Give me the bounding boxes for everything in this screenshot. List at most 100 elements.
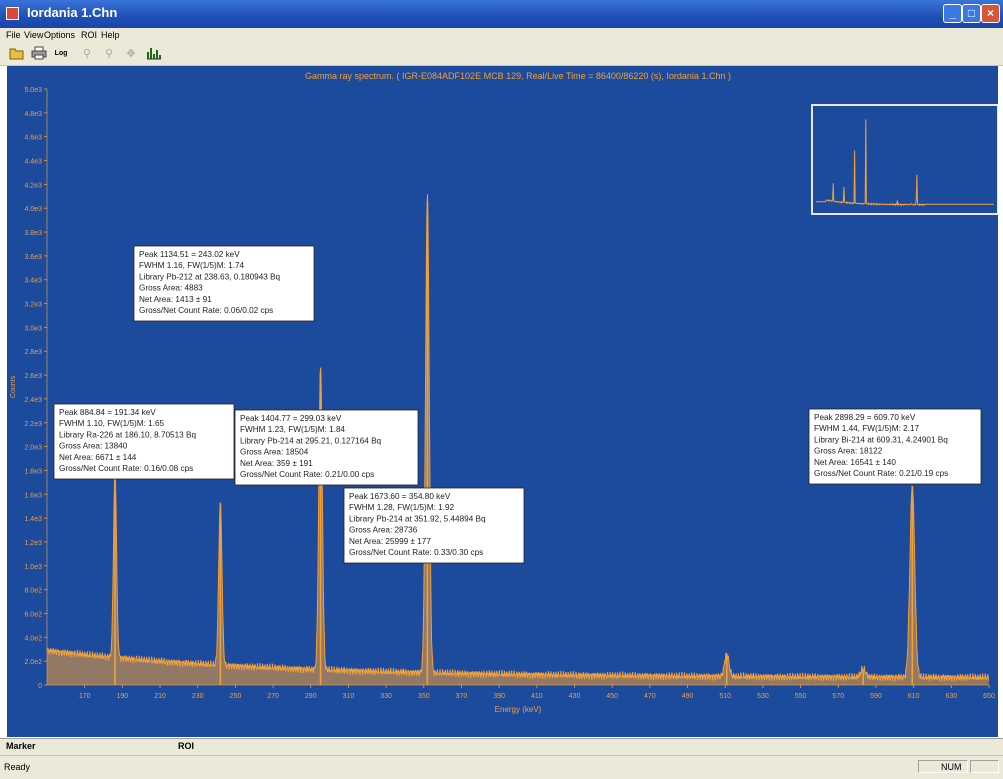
log-scale-button[interactable]: Log <box>54 50 68 57</box>
peak-label-line: Net Area: 16541 ± 140 <box>814 458 896 467</box>
spectrum-chart[interactable]: Gamma ray spectrum. ( IGR-E084ADF102E MC… <box>7 66 999 737</box>
x-tick-label: 190 <box>117 693 129 700</box>
x-tick-label: 490 <box>682 693 694 700</box>
peak-label-line: FWHM 1.23, FW(1/5)M: 1.84 <box>240 425 346 434</box>
y-tick-label: 4.6e3 <box>24 135 42 142</box>
peak-label-box: Peak 1134.51 = 243.02 keV FWHM 1.16, FW(1… <box>133 245 315 322</box>
window-title: Iordania 1.Chn <box>27 5 118 20</box>
y-tick-label: 3.4e3 <box>24 278 42 285</box>
spectrum-line <box>46 194 989 682</box>
zoom-out-icon[interactable]: ⚲ <box>104 48 114 60</box>
info-bar: Marker ROI <box>0 738 1003 755</box>
chart-title: Gamma ray spectrum. ( IGR-E084ADF102E MC… <box>305 71 731 81</box>
peak-label-background <box>53 403 235 480</box>
status-bar: Ready NUM <box>0 755 1003 779</box>
y-axis-label: Counts <box>10 375 17 398</box>
maximize-button[interactable]: □ <box>962 4 981 23</box>
x-tick-label: 290 <box>305 693 317 700</box>
y-tick-label: 1.0e3 <box>24 564 42 571</box>
peak-label-line: Gross Area: 28736 <box>349 526 418 535</box>
x-tick-label: 450 <box>606 693 618 700</box>
num-lock-indicator: NUM <box>918 760 968 773</box>
y-tick-label: 3.8e3 <box>24 230 42 237</box>
y-tick-label: 2.8e3 <box>24 349 42 356</box>
peak-label-line: Library Pb-214 at 295.21, 0.127164 Bq <box>240 436 382 445</box>
peak-label-line: Gross Area: 13840 <box>59 442 128 451</box>
peak-label-line: Gross Area: 4883 <box>139 284 203 293</box>
peak-label-box: Peak 1404.77 = 299.03 keV FWHM 1.23, FW(1… <box>234 409 419 486</box>
roi-label: ROI <box>178 741 195 751</box>
y-tick-label: 4.4e3 <box>24 159 42 166</box>
title-bar: Iordania 1.Chn _ □ × <box>0 0 1003 28</box>
y-tick-label: 2.6e3 <box>24 373 42 380</box>
y-tick-label: 6.0e2 <box>24 611 42 618</box>
y-tick-label: 2.2e3 <box>24 421 42 428</box>
x-tick-label: 370 <box>456 693 468 700</box>
peak-label-line: FWHM 1.44, FW(1/5)M: 2.17 <box>814 424 920 433</box>
peak-label-background <box>808 408 982 485</box>
peak-info-icon[interactable] <box>146 46 162 62</box>
minimize-button[interactable]: _ <box>943 4 962 23</box>
y-tick-label: 1.4e3 <box>24 516 42 523</box>
x-tick-label: 630 <box>945 693 957 700</box>
y-tick-label: 1.2e3 <box>24 540 42 547</box>
status-text: Ready <box>4 762 31 772</box>
x-tick-label: 610 <box>908 693 920 700</box>
peak-label-line: Gross Area: 18504 <box>240 448 309 457</box>
x-tick-label: 170 <box>79 693 91 700</box>
center-icon[interactable]: ✥ <box>126 48 136 60</box>
x-tick-label: 230 <box>192 693 204 700</box>
chart-background <box>7 66 998 737</box>
peak-label-line: Library Bi-214 at 609.31, 4.24901 Bq <box>814 435 948 444</box>
x-tick-label: 390 <box>493 693 505 700</box>
peak-label-line: FWHM 1.28, FW(1/5)M: 1.92 <box>349 503 455 512</box>
menu-roi[interactable]: ROI <box>81 30 98 40</box>
peak-label-background <box>234 409 419 486</box>
peak-label-line: Gross Area: 18122 <box>814 447 883 456</box>
x-tick-label: 550 <box>795 693 807 700</box>
peak-label-line: FWHM 1.10, FW(1/5)M: 1.65 <box>59 419 165 428</box>
peak-label-background <box>343 487 525 564</box>
x-tick-label: 350 <box>418 693 430 700</box>
peak-label-line: Library Pb-212 at 238.63, 0.180943 Bq <box>139 272 281 281</box>
status-panel-empty <box>970 760 999 773</box>
peak-label-box: Peak 2898.29 = 609.70 keV FWHM 1.44, FW(1… <box>808 408 982 485</box>
y-tick-label: 1.6e3 <box>24 492 42 499</box>
y-tick-label: 2.0e3 <box>24 445 42 452</box>
peak-label-box: Peak 1673.60 = 354.80 keV FWHM 1.28, FW(1… <box>343 487 525 564</box>
x-tick-label: 650 <box>983 693 995 700</box>
x-tick-label: 310 <box>343 693 355 700</box>
menu-help[interactable]: Help <box>101 30 120 40</box>
y-tick-label: 1.8e3 <box>24 468 42 475</box>
y-tick-label: 0 <box>38 683 42 690</box>
peak-label-line: Library Pb-214 at 351.92, 5.44894 Bq <box>349 514 486 523</box>
close-button[interactable]: × <box>981 4 1000 23</box>
menu-view[interactable]: View <box>24 30 44 40</box>
peak-label-line: Peak 1404.77 = 299.03 keV <box>240 414 342 423</box>
menu-options[interactable]: Options <box>44 30 76 40</box>
peak-label-line: Gross/Net Count Rate: 0.21/0.19 cps <box>814 469 948 478</box>
peak-label-line: Gross/Net Count Rate: 0.06/0.02 cps <box>139 306 273 315</box>
peak-label-line: FWHM 1.16, FW(1/5)M: 1.74 <box>139 261 245 270</box>
y-tick-label: 3.2e3 <box>24 302 42 309</box>
open-folder-icon[interactable] <box>9 46 25 62</box>
y-tick-label: 4.0e2 <box>24 635 42 642</box>
menu-bar: File View Options ROI Help <box>0 28 1003 43</box>
y-tick-label: 4.8e3 <box>24 111 42 118</box>
y-tick-label: 2.0e2 <box>24 659 42 666</box>
y-tick-label: 2.4e3 <box>24 397 42 404</box>
peak-label-line: Peak 1134.51 = 243.02 keV <box>139 250 240 259</box>
spectrum-chart-container: Gamma ray spectrum. ( IGR-E084ADF102E MC… <box>7 66 999 737</box>
zoom-in-icon[interactable]: ⚲ <box>82 48 92 60</box>
menu-file[interactable]: File <box>6 30 21 40</box>
y-tick-label: 4.2e3 <box>24 182 42 189</box>
peak-label-line: Net Area: 359 ± 191 <box>240 459 313 468</box>
peak-label-line: Peak 2898.29 = 609.70 keV <box>814 413 916 422</box>
peak-label-line: Gross/Net Count Rate: 0.21/0.00 cps <box>240 470 374 479</box>
x-tick-label: 430 <box>569 693 581 700</box>
peak-label-line: Gross/Net Count Rate: 0.16/0.08 cps <box>59 464 193 473</box>
peak-label-box: Peak 884.84 = 191.34 keV FWHM 1.10, FW(1/… <box>53 403 235 480</box>
x-axis-label: Energy (keV) <box>495 705 542 714</box>
print-icon[interactable] <box>31 46 47 62</box>
overview-spectrum <box>816 119 994 207</box>
